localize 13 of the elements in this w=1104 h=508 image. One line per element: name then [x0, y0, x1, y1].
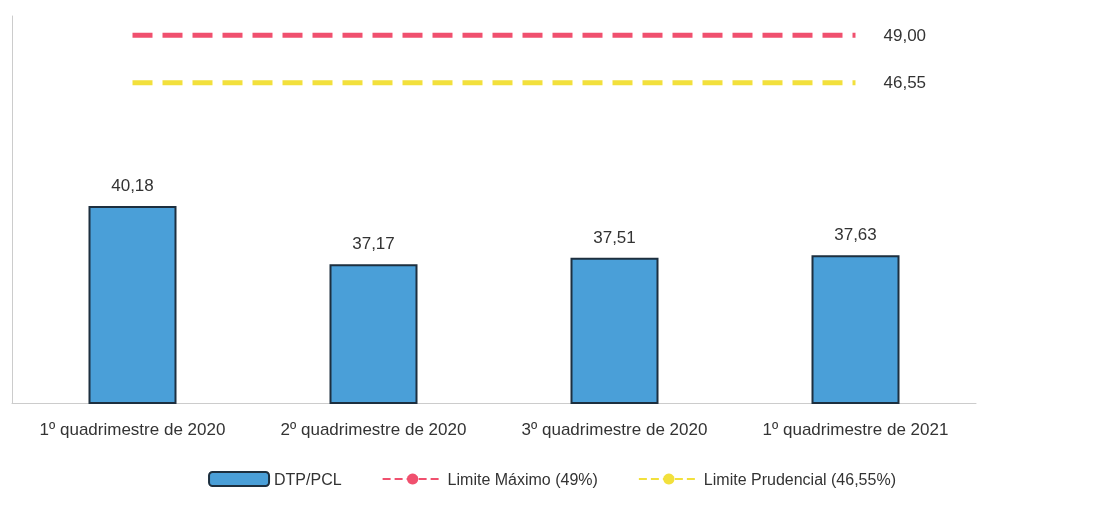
- legend-label: Limite Máximo (49%): [447, 470, 598, 488]
- data-label: 49,00: [883, 25, 927, 45]
- data-label: 37,63: [834, 225, 877, 245]
- x-tick-label: 1º quadrimestre de 2020: [39, 420, 226, 439]
- data-label: 37,51: [593, 227, 636, 247]
- x-tick-label: 1º quadrimestre de 2021: [762, 420, 949, 439]
- data-label: 40,18: [111, 176, 154, 196]
- x-tick-label: 2º quadrimestre de 2020: [280, 420, 467, 439]
- legend-label: DTP/PCL: [274, 470, 342, 488]
- x-tick-label: 3º quadrimestre de 2020: [521, 420, 708, 439]
- data-label: 37,17: [352, 234, 395, 254]
- legend-label: Limite Prudencial (46,55%): [703, 470, 896, 488]
- data-label: 46,55: [883, 73, 927, 93]
